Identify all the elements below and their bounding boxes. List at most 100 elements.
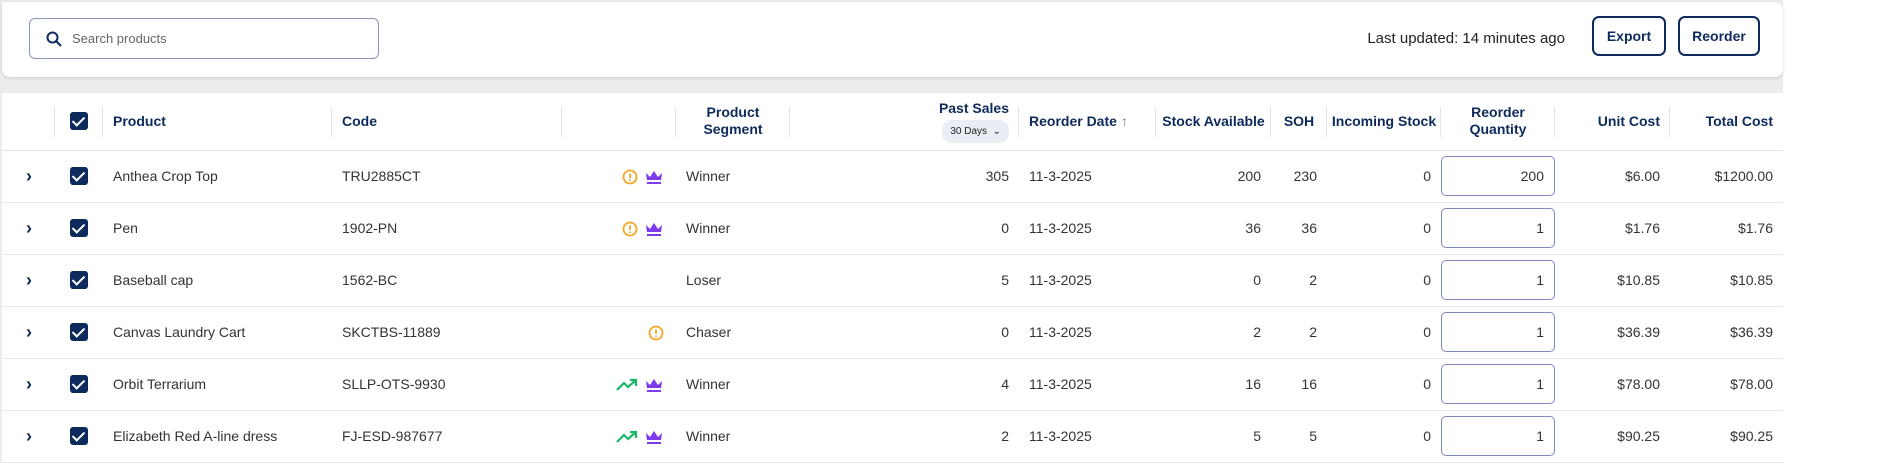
reorder-date: 11-3-2025 (1019, 202, 1156, 255)
row-select-cell (55, 358, 103, 411)
product-code: SLLP-OTS-9930 (332, 358, 562, 411)
incoming-stock: 0 (1327, 254, 1441, 307)
product-segment: Winner (676, 202, 790, 255)
stock-available: 5 (1156, 410, 1271, 463)
reorder-date: 11-3-2025 (1019, 254, 1156, 307)
product-name[interactable]: Canvas Laundry Cart (103, 306, 332, 359)
export-button[interactable]: Export (1592, 16, 1666, 56)
column-header-reorder-date[interactable]: Reorder Date ↑ (1019, 93, 1156, 151)
soh: 36 (1271, 202, 1327, 255)
row-checkbox[interactable] (70, 375, 88, 394)
row-checkbox[interactable] (70, 167, 88, 186)
column-header-stock-available[interactable]: Stock Available (1156, 93, 1271, 151)
past-sales: 2 (790, 410, 1019, 463)
warning-icon (616, 167, 638, 185)
reorder-qty-cell (1441, 150, 1555, 203)
unit-cost: $90.25 (1555, 410, 1670, 463)
reorder-button[interactable]: Reorder (1678, 16, 1760, 56)
unit-cost: $10.85 (1555, 254, 1670, 307)
reorder-quantity-input[interactable] (1441, 156, 1555, 196)
row-select-cell (55, 410, 103, 463)
product-name[interactable]: Orbit Terrarium (103, 358, 332, 411)
unit-cost: $36.39 (1555, 306, 1670, 359)
expand-row-chevron-icon[interactable]: › (2, 202, 55, 255)
column-header-segment[interactable]: Product Segment (676, 93, 790, 151)
reorder-quantity-input[interactable] (1441, 260, 1555, 300)
expand-column-header (2, 93, 55, 151)
column-header-soh[interactable]: SOH (1271, 93, 1327, 151)
row-checkbox[interactable] (70, 323, 88, 342)
reorder-quantity-input[interactable] (1441, 208, 1555, 248)
trending-up-icon (610, 375, 638, 391)
product-code: FJ-ESD-987677 (332, 410, 562, 463)
product-name[interactable]: Pen (103, 202, 332, 255)
crown-icon (638, 219, 664, 236)
past-sales: 0 (790, 202, 1019, 255)
reorder-quantity-input[interactable] (1441, 312, 1555, 352)
reorder-date: 11-3-2025 (1019, 150, 1156, 203)
stock-available: 16 (1156, 358, 1271, 411)
product-name[interactable]: Elizabeth Red A-line dress (103, 410, 332, 463)
chevron-down-icon: ⌄ (992, 125, 1001, 137)
row-checkbox[interactable] (70, 271, 88, 290)
total-cost: $1200.00 (1670, 150, 1783, 203)
incoming-stock: 0 (1327, 358, 1441, 411)
products-table: Product Code Product Segment Past Sales 3… (2, 93, 1783, 463)
indicator-icons (562, 202, 676, 255)
unit-cost: $1.76 (1555, 202, 1670, 255)
stock-available: 0 (1156, 254, 1271, 307)
period-value: 30 Days (950, 125, 988, 137)
product-name[interactable]: Baseball cap (103, 254, 332, 307)
row-select-cell (55, 202, 103, 255)
reorder-date-label: Reorder Date (1029, 112, 1117, 129)
column-header-indicators (562, 93, 676, 151)
unit-cost: $78.00 (1555, 358, 1670, 411)
table-row: › Baseball cap 1562-BC Loser 5 11-3-2025… (2, 254, 1783, 307)
row-checkbox[interactable] (70, 219, 88, 238)
warning-icon (616, 219, 638, 237)
reorder-quantity-input[interactable] (1441, 416, 1555, 456)
column-header-past-sales[interactable]: Past Sales 30 Days ⌄ (790, 93, 1019, 151)
expand-row-chevron-icon[interactable]: › (2, 306, 55, 359)
warning-icon (642, 323, 664, 341)
row-checkbox[interactable] (70, 427, 88, 446)
incoming-stock: 0 (1327, 306, 1441, 359)
indicator-icons (562, 306, 676, 359)
stock-available: 2 (1156, 306, 1271, 359)
column-header-total-cost[interactable]: Total Cost (1670, 93, 1783, 151)
expand-row-chevron-icon[interactable]: › (2, 358, 55, 411)
incoming-stock: 0 (1327, 202, 1441, 255)
select-all-checkbox[interactable] (70, 112, 88, 131)
stock-available: 36 (1156, 202, 1271, 255)
column-header-unit-cost[interactable]: Unit Cost (1555, 93, 1670, 151)
incoming-stock: 0 (1327, 410, 1441, 463)
reorder-qty-cell (1441, 306, 1555, 359)
expand-row-chevron-icon[interactable]: › (2, 254, 55, 307)
search-input[interactable] (72, 31, 352, 46)
toolbar: Last updated: 14 minutes ago Export Reor… (2, 2, 1783, 77)
total-cost: $1.76 (1670, 202, 1783, 255)
column-header-reorder-qty[interactable]: Reorder Quantity (1441, 93, 1555, 151)
expand-row-chevron-icon[interactable]: › (2, 410, 55, 463)
search-box[interactable] (29, 18, 379, 59)
past-sales-period-select[interactable]: 30 Days ⌄ (942, 119, 1009, 143)
table-header-row: Product Code Product Segment Past Sales 3… (2, 93, 1783, 151)
expand-row-chevron-icon[interactable]: › (2, 150, 55, 203)
column-header-code[interactable]: Code (332, 93, 562, 151)
table-row: › Elizabeth Red A-line dress FJ-ESD-9876… (2, 410, 1783, 463)
table-row: › Orbit Terrarium SLLP-OTS-9930 Winner 4… (2, 358, 1783, 411)
column-header-incoming[interactable]: Incoming Stock (1327, 93, 1441, 151)
indicator-icons (562, 358, 676, 411)
product-code: TRU2885CT (332, 150, 562, 203)
sort-ascending-icon[interactable]: ↑ (1120, 112, 1128, 129)
total-cost: $78.00 (1670, 358, 1783, 411)
row-select-cell (55, 150, 103, 203)
reorder-quantity-input[interactable] (1441, 364, 1555, 404)
past-sales: 4 (790, 358, 1019, 411)
table-row: › Canvas Laundry Cart SKCTBS-11889 Chase… (2, 306, 1783, 359)
past-sales: 0 (790, 306, 1019, 359)
incoming-stock: 0 (1327, 150, 1441, 203)
product-name[interactable]: Anthea Crop Top (103, 150, 332, 203)
column-header-product[interactable]: Product (103, 93, 332, 151)
last-updated-text: Last updated: 14 minutes ago (1367, 30, 1565, 47)
